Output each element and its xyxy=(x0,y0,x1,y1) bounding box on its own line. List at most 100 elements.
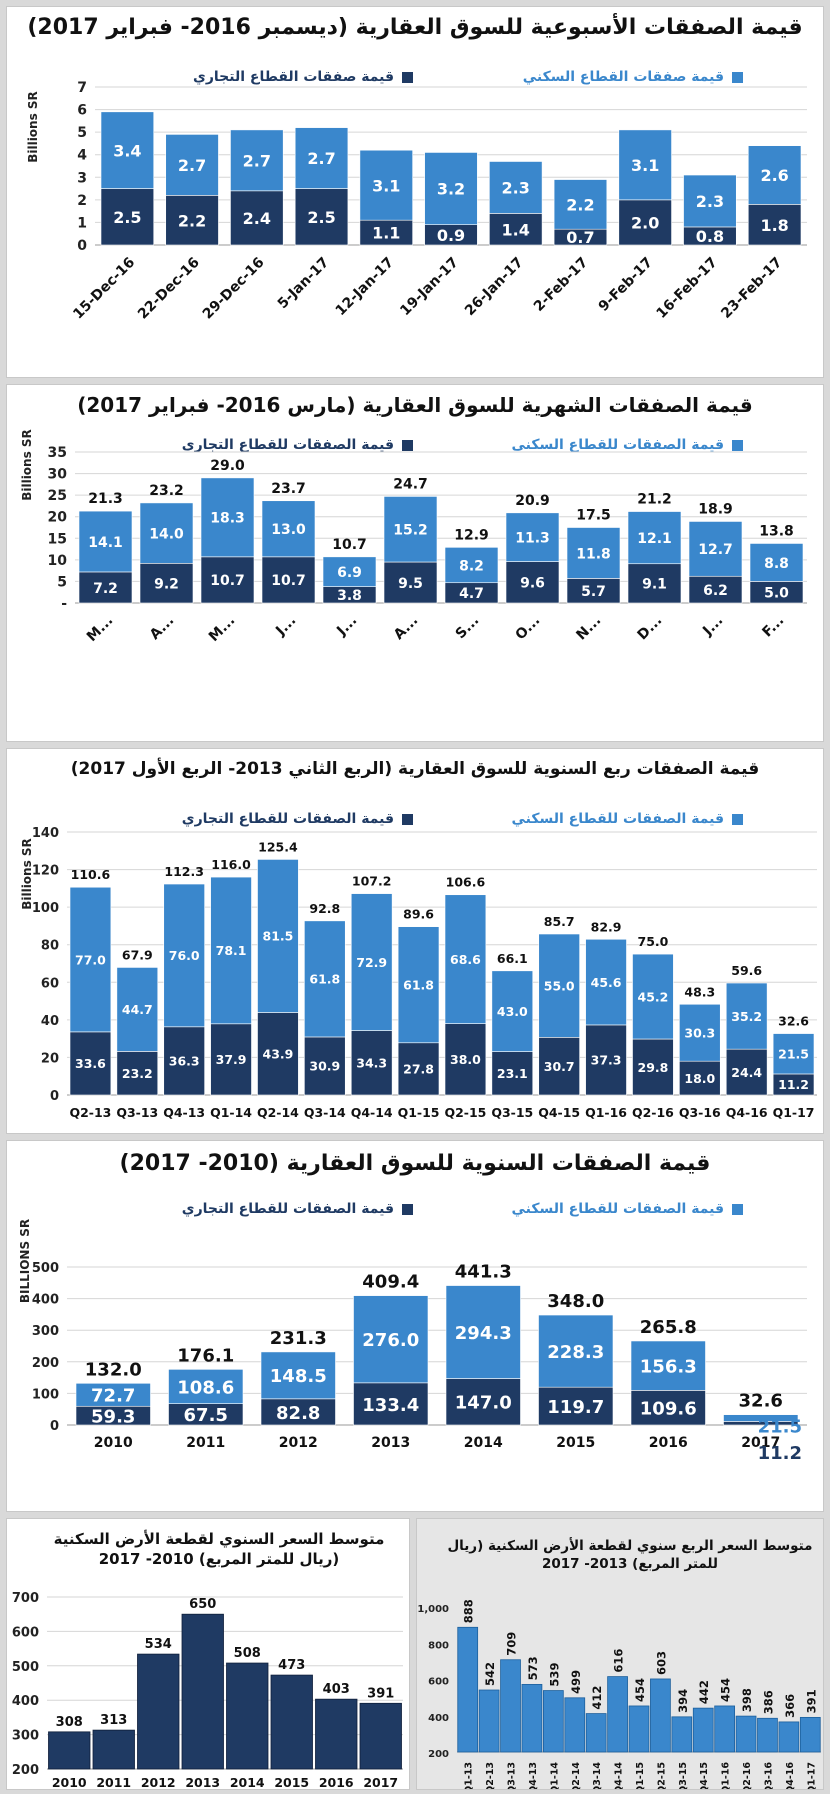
residential-swatch xyxy=(732,71,743,83)
y-tick-label: 35 xyxy=(48,445,67,461)
data-label-residential: 61.8 xyxy=(403,977,434,992)
x-tick-label: J... xyxy=(699,613,726,640)
bar-residential xyxy=(100,111,155,189)
data-label-residential: 3.2 xyxy=(437,180,465,199)
data-label-total: 20.9 xyxy=(515,493,550,509)
x-tick-label: 16-Feb-17 xyxy=(653,255,720,322)
bar-commercial xyxy=(257,1012,299,1096)
data-label: 603 xyxy=(654,1651,668,1675)
y-tick-label: 40 xyxy=(41,1014,59,1029)
y-tick-label: 140 xyxy=(32,826,59,841)
bar xyxy=(564,1697,586,1753)
bar-residential xyxy=(618,129,672,201)
bar-commercial xyxy=(383,561,438,604)
y-tick-label: 0 xyxy=(50,1089,59,1104)
quarterly-land-price-panel: متوسط السعر الربع سنوي لقطعة الأرض السكن… xyxy=(416,1518,824,1790)
data-label-total: 106.6 xyxy=(446,875,486,890)
annual-legend-commercial: قيمة الصفقات للقطاع التجاري xyxy=(182,1201,413,1217)
y-tick-label: 120 xyxy=(32,864,59,879)
x-tick-label: Q4-16 xyxy=(785,1762,796,1790)
data-label-commercial: 10.7 xyxy=(210,573,245,589)
bar-commercial xyxy=(627,563,682,604)
data-label-commercial: 27.8 xyxy=(403,1062,434,1077)
annual-legend-commercial-label: قيمة الصفقات للقطاع التجاري xyxy=(181,1201,394,1217)
annual-legend-residential-label: قيمة الصفقات للقطاع السكني xyxy=(511,1201,724,1217)
bar-commercial xyxy=(139,563,194,604)
data-label-residential: 11.8 xyxy=(576,546,611,562)
x-tick-label: Q2-15 xyxy=(656,1762,667,1790)
data-label-total: 59.6 xyxy=(731,963,762,978)
data-label-residential: 14.1 xyxy=(88,535,123,551)
x-tick-label: Q3-14 xyxy=(592,1762,603,1790)
bar-residential xyxy=(75,1382,151,1407)
data-label-commercial: 2.5 xyxy=(307,208,335,227)
quarterly-legend-residential-label: قيمة الصفقات للقطاع السكني xyxy=(511,811,724,827)
commercial-swatch xyxy=(402,813,413,825)
data-label-residential: 44.7 xyxy=(122,1002,153,1017)
data-label-commercial: 37.9 xyxy=(216,1052,247,1067)
bar-residential xyxy=(632,953,674,1040)
annual-legend-residential: قيمة الصفقات للقطاع السكني xyxy=(511,1201,743,1217)
bar-residential xyxy=(78,510,133,573)
bar-commercial xyxy=(230,190,284,246)
data-label-total: 82.9 xyxy=(591,919,622,934)
data-label: 542 xyxy=(483,1662,497,1686)
data-label: 888 xyxy=(462,1599,476,1623)
data-label-residential: 2.2 xyxy=(566,195,594,214)
quarterly-land-price-chart: 200 400 600 800 1,000 888 Q1-13 542 Q2-13 709 Q3-1… xyxy=(417,1599,821,1790)
x-tick-label: M... xyxy=(84,613,116,645)
monthly-legend-residential: قيمة الصفقات للقطاع السكني xyxy=(511,437,743,453)
data-label-total: 176.1 xyxy=(177,1345,234,1366)
data-label-total: 13.8 xyxy=(759,523,794,539)
data-label-residential: 2.7 xyxy=(243,151,271,170)
y-tick-label: 3 xyxy=(77,170,87,186)
data-label-residential: 108.6 xyxy=(177,1377,234,1398)
data-label-residential: 61.8 xyxy=(309,972,340,987)
quarterly-land-price-title-line2: للمتر المربع) 2013- 2017 xyxy=(541,1556,718,1573)
data-label: 391 xyxy=(367,1686,394,1701)
y-tick-label: 60 xyxy=(41,976,59,991)
data-label-commercial: 23.1 xyxy=(497,1066,528,1081)
y-axis-label: BILLIONS SR xyxy=(18,1219,32,1303)
bar-residential xyxy=(397,926,440,1044)
x-tick-label: N... xyxy=(573,613,604,644)
bar-residential xyxy=(553,179,608,230)
x-tick-label: Q2-16 xyxy=(742,1762,753,1790)
data-label: 454 xyxy=(719,1678,733,1702)
bar xyxy=(137,1653,180,1770)
y-tick-label: 30 xyxy=(48,467,68,483)
x-tick-label: Q2-13 xyxy=(485,1762,496,1790)
x-tick-label: Q4-13 xyxy=(528,1762,539,1790)
data-label-total: 23.7 xyxy=(271,481,306,497)
data-label-commercial: 23.2 xyxy=(122,1066,153,1081)
y-axis-label: Billions SR xyxy=(20,429,34,501)
x-tick-label: Q4-13 xyxy=(163,1105,205,1120)
y-tick-label: 2 xyxy=(77,193,87,209)
data-label-commercial: 37.3 xyxy=(591,1053,622,1068)
x-tick-label: Q4-16 xyxy=(726,1105,768,1120)
x-tick-label: S... xyxy=(453,613,483,643)
bar xyxy=(714,1705,736,1753)
bar-residential xyxy=(350,893,393,1031)
x-tick-label: 2-Feb-17 xyxy=(531,255,591,315)
bar-commercial xyxy=(747,204,802,246)
data-label-commercial: 2.5 xyxy=(113,208,141,227)
annual-land-price-title-line2: (ريال للمتر المربع) 2010- 2017 xyxy=(98,1550,340,1569)
quarterly-chart-title: قيمة الصفقات ربع السنوية للسوق العقارية … xyxy=(70,759,760,779)
data-label-residential: 294.3 xyxy=(455,1323,512,1344)
commercial-swatch xyxy=(402,1203,413,1215)
data-label: 308 xyxy=(56,1715,83,1730)
x-tick-label: 2011 xyxy=(96,1775,131,1790)
data-label-commercial: 133.4 xyxy=(362,1395,419,1416)
bar-residential xyxy=(538,1314,614,1388)
bar xyxy=(650,1678,671,1753)
data-label-commercial: 18.0 xyxy=(684,1071,715,1086)
bar xyxy=(585,1713,607,1753)
data-label-total: 32.6 xyxy=(778,1014,809,1029)
bar-residential xyxy=(505,512,560,562)
residential-swatch xyxy=(732,1203,743,1215)
commercial-swatch xyxy=(402,439,413,451)
bar-residential xyxy=(445,1285,521,1379)
data-label-commercial: 0.8 xyxy=(696,227,724,246)
data-label-total: 67.9 xyxy=(122,947,153,962)
